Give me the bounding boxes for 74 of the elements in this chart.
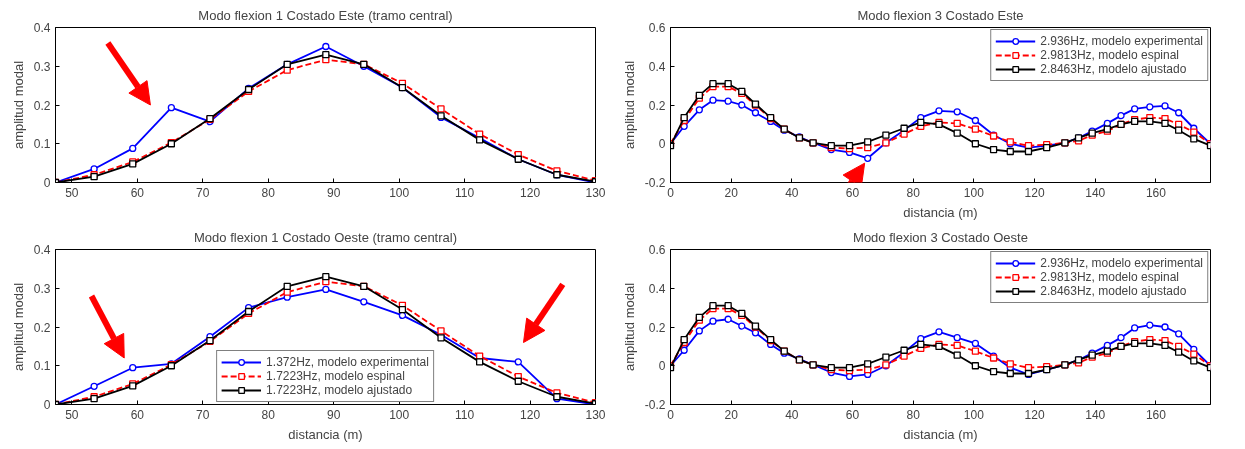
y-tick-label: 0.4 <box>33 21 51 35</box>
x-tick-label: 20 <box>724 185 739 200</box>
x-tick-label: 120 <box>1024 407 1045 422</box>
y-axis-title: amplitud modal <box>621 282 637 372</box>
x-tick-label: 40 <box>785 407 799 422</box>
x-tick-label: 20 <box>724 407 739 422</box>
x-tick-label: 130 <box>585 407 606 422</box>
y-tick-label: 0.2 <box>33 98 51 113</box>
x-axis-title: distancia (m) <box>903 426 978 442</box>
x-tick-label: 90 <box>327 407 341 422</box>
x-tick-label: 130 <box>585 185 606 200</box>
x-tick-label: 100 <box>963 185 985 200</box>
x-axis-title: distancia (m) <box>903 204 978 220</box>
legend-label: 2.9813Hz, modelo espinal <box>1040 270 1179 284</box>
x-tick-label: 80 <box>261 407 276 422</box>
y-tick-label: 0 <box>658 137 666 152</box>
y-tick-label: 0 <box>43 398 51 412</box>
y-axis-title: amplitud modal <box>10 60 26 150</box>
legend-label: 2.936Hz, modelo experimental <box>1040 256 1203 270</box>
x-tick-label: 100 <box>389 185 410 200</box>
y-tick-label: 0.2 <box>648 320 666 335</box>
x-tick-label: 60 <box>130 407 145 422</box>
y-tick-label: 0.3 <box>33 281 51 296</box>
x-tick-label: 70 <box>196 407 210 422</box>
y-tick-label: -0.2 <box>644 176 666 190</box>
legend-label: 2.9813Hz, modelo espinal <box>1040 48 1179 62</box>
y-tick-label: 0.4 <box>648 59 666 74</box>
chart-title: Modo flexion 1 Costado Este (tramo central) <box>198 7 453 23</box>
x-tick-label: 80 <box>906 407 921 422</box>
x-tick-label: 120 <box>1024 185 1045 200</box>
x-tick-label: 60 <box>845 185 860 200</box>
x-axis-title: distancia (m) <box>288 426 363 442</box>
y-tick-label: 0.2 <box>33 320 51 335</box>
x-tick-label: 80 <box>261 185 276 200</box>
legend-label: 2.8463Hz, modelo ajustado <box>1040 62 1187 76</box>
y-tick-label: 0.6 <box>648 21 666 35</box>
chart-title: Modo flexion 3 Costado Este <box>857 7 1024 23</box>
y-tick-label: 0.6 <box>648 243 666 257</box>
x-tick-label: 160 <box>1145 185 1167 200</box>
y-tick-label: 0.4 <box>648 281 666 296</box>
y-tick-label: 0.4 <box>33 243 51 257</box>
y-tick-label: 0.1 <box>33 137 51 152</box>
legend-label: 2.8463Hz, modelo ajustado <box>1040 284 1187 298</box>
x-tick-label: 90 <box>327 185 341 200</box>
x-tick-label: 140 <box>1085 407 1106 422</box>
x-tick-label: 60 <box>130 185 145 200</box>
x-tick-label: 110 <box>455 407 475 422</box>
y-tick-label: 0 <box>43 176 51 190</box>
x-tick-label: 110 <box>455 185 475 200</box>
x-tick-label: 70 <box>196 185 210 200</box>
x-tick-label: 50 <box>65 407 79 422</box>
x-tick-label: 120 <box>520 407 541 422</box>
y-axis-title: amplitud modal <box>10 282 26 372</box>
x-tick-label: 120 <box>520 185 541 200</box>
y-tick-label: 0.3 <box>33 59 51 74</box>
x-tick-label: 140 <box>1085 185 1106 200</box>
x-tick-label: 60 <box>845 407 860 422</box>
x-tick-label: 50 <box>65 185 79 200</box>
legend-label: 2.936Hz, modelo experimental <box>1040 34 1203 48</box>
y-tick-label: 0.2 <box>648 98 666 113</box>
x-tick-label: 100 <box>389 407 410 422</box>
chart-title: Modo flexion 1 Costado Oeste (tramo central) <box>194 229 458 245</box>
legend-label: 1.7223Hz, modelo espinal <box>266 369 405 383</box>
y-tick-label: 0 <box>658 359 666 374</box>
y-tick-label: -0.2 <box>644 398 666 412</box>
legend-label: 1.372Hz, modelo experimental <box>266 355 429 369</box>
chart-title: Modo flexion 3 Costado Oeste <box>853 229 1028 245</box>
x-tick-label: 160 <box>1145 407 1167 422</box>
x-tick-label: 80 <box>906 185 921 200</box>
legend-label: 1.7223Hz, modelo ajustado <box>266 383 413 397</box>
y-tick-label: 0.1 <box>33 359 51 374</box>
y-axis-title: amplitud modal <box>621 60 637 150</box>
x-tick-label: 100 <box>963 407 985 422</box>
x-tick-label: 40 <box>785 185 799 200</box>
